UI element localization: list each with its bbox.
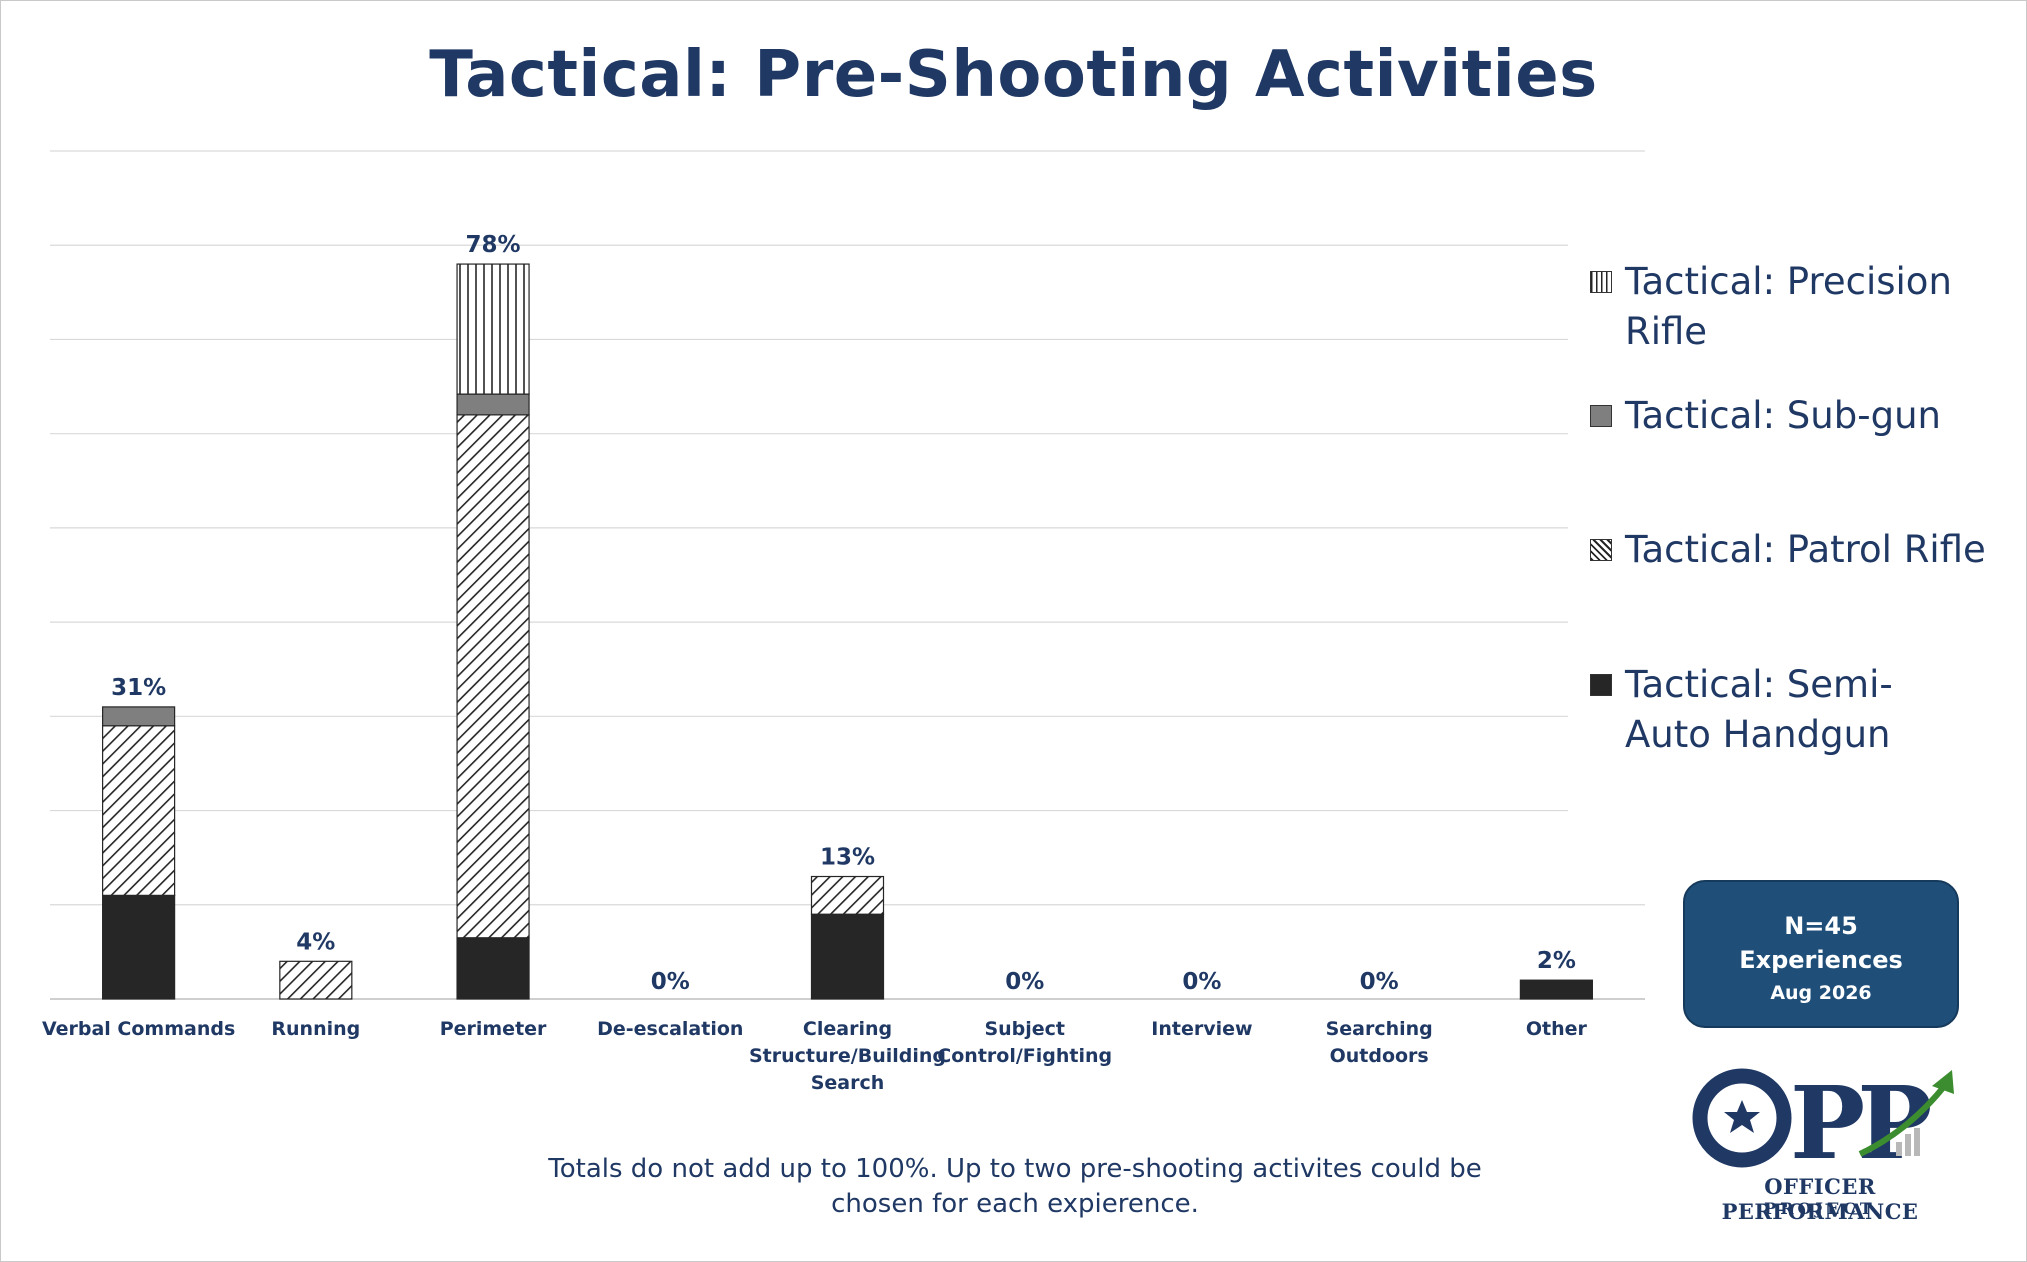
x-tick-label: Other (1526, 1018, 1588, 1040)
x-tick-label: Perimeter (440, 1018, 547, 1040)
logo-sub-text: PROJECT (1764, 1199, 1876, 1218)
footnote: Totals do not add up to 100%. Up to two … (548, 1154, 1482, 1219)
data-label: 78% (466, 232, 521, 258)
bar-segment (456, 393, 530, 416)
legend-item: Tactical: Semi-Auto Handgun (1590, 660, 2020, 760)
x-tick-label: Interview (1151, 1018, 1252, 1040)
logo-graphic: PP (1692, 1064, 1954, 1180)
sample-label: Experiences (1739, 946, 1903, 974)
data-label: 0% (1005, 969, 1044, 995)
sample-count: N=45 (1784, 912, 1858, 940)
legend-swatch (1590, 405, 1612, 427)
x-tick-label: Verbal Commands (42, 1018, 235, 1040)
data-label: 0% (1182, 969, 1221, 995)
opp-logo: PP OFFICER PERFORMANCE PROJECT (1670, 1060, 1990, 1230)
bar-segment (102, 894, 176, 1000)
legend-label: Tactical: Patrol Rifle (1625, 528, 1986, 571)
data-label: 0% (1360, 969, 1399, 995)
x-tick-label: De-escalation (597, 1018, 743, 1040)
legend-item: Tactical: Patrol Rifle (1590, 525, 2020, 575)
bar-segment (456, 263, 530, 395)
x-tick-label: Clearing Structure/Building Search (749, 1018, 946, 1094)
sample-size-box: N=45 Experiences Aug 2026 (1683, 880, 1959, 1028)
bar-segment (102, 725, 176, 896)
x-tick-label: Searching Outdoors (1326, 1018, 1433, 1067)
data-label: 2% (1537, 948, 1576, 974)
x-tick-label: Subject Control/Fighting (937, 1018, 1112, 1067)
legend-swatch (1590, 674, 1612, 696)
legend-item: Tactical: Precision Rifle (1590, 257, 2020, 357)
x-tick-label: Running (271, 1018, 360, 1040)
chart-title: Tactical: Pre-Shooting Activities (429, 38, 1598, 112)
data-label: 0% (651, 969, 690, 995)
legend-label: Tactical: Precision Rifle (1625, 260, 1952, 353)
data-label: 13% (820, 845, 875, 871)
bar-segment (810, 875, 885, 915)
sample-date: Aug 2026 (1770, 982, 1872, 1004)
legend-swatch (1590, 539, 1612, 561)
data-label: 31% (111, 675, 166, 701)
bar-segment (102, 706, 176, 727)
bar-segment (1519, 979, 1593, 1000)
bar-segment (279, 960, 353, 1000)
bar-segment (456, 414, 530, 939)
legend-item: Tactical: Sub-gun (1590, 391, 2020, 441)
legend-label: Tactical: Sub-gun (1625, 394, 1941, 437)
bar-segment (810, 913, 885, 1000)
bar-segment (456, 937, 530, 1000)
data-label: 4% (296, 929, 335, 955)
logo-brand-text: OFFICER PERFORMANCE (1721, 1174, 1919, 1224)
legend-swatch (1590, 271, 1612, 293)
legend-label: Tactical: Semi-Auto Handgun (1625, 663, 1893, 756)
